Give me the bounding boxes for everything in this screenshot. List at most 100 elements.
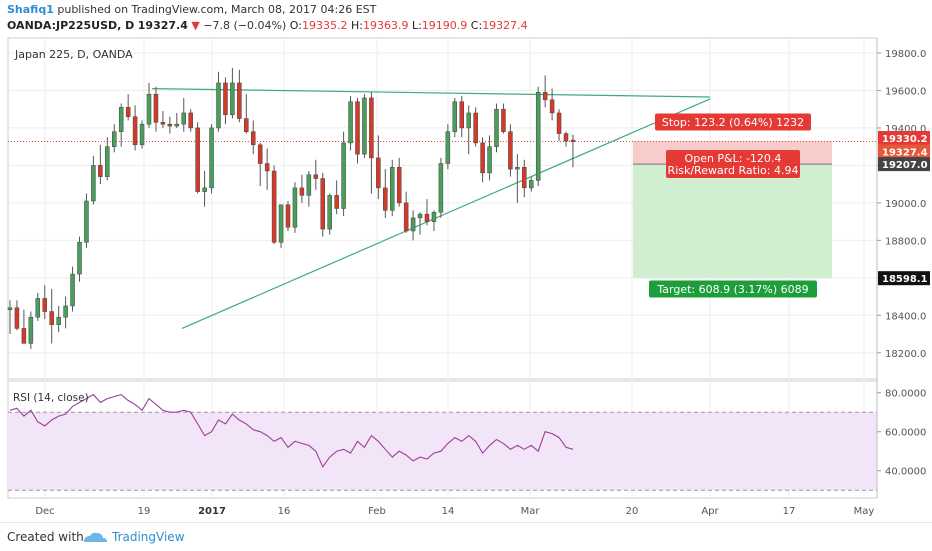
candle: [452, 97, 458, 138]
candle: [556, 109, 562, 142]
x-tick-label: Dec: [35, 506, 54, 517]
candle-body: [396, 167, 402, 204]
x-tick-label: 16: [278, 506, 291, 517]
rsi-legend: RSI (14, close): [13, 392, 89, 404]
candle: [70, 266, 75, 312]
candle-body: [515, 167, 520, 170]
tradingview-brand[interactable]: TradingView: [112, 530, 185, 544]
candle-body: [438, 163, 444, 213]
x-tick-label: Feb: [368, 506, 386, 517]
rsi-line: [9, 393, 574, 468]
rsi-y-tick-label: 80.0000: [885, 389, 926, 400]
candle: [77, 236, 82, 282]
rsi-y-tick-label: 40.0000: [885, 467, 926, 478]
high-value: 19363.9: [362, 19, 409, 32]
candle-body: [424, 213, 430, 222]
candle: [63, 296, 68, 329]
y-tick-label: 19400.0: [885, 124, 926, 135]
candle: [466, 105, 471, 155]
candle-body: [251, 131, 256, 146]
target-label: Target: 608.9 (3.17%) 6089: [649, 280, 817, 298]
stop-price-tag: 19330.2: [878, 131, 930, 146]
candle: [257, 142, 263, 187]
candle: [362, 94, 367, 158]
candle: [438, 157, 444, 218]
x-tick-label: 17: [783, 506, 796, 517]
candle-body: [98, 165, 103, 177]
candle-body: [292, 187, 298, 228]
tradingview-logo-icon: [84, 532, 107, 542]
candle: [424, 199, 430, 226]
candle: [105, 137, 110, 181]
candle-body: [77, 241, 82, 275]
candle: [535, 86, 541, 187]
candle-body: [522, 167, 527, 189]
candle-body: [390, 167, 395, 211]
candle: [209, 124, 214, 194]
low-label: L:: [411, 19, 422, 32]
candle-body: [320, 178, 325, 230]
chart-header: Shafiq1 published on TradingView.com, Ma…: [0, 0, 932, 38]
candle: [396, 157, 402, 207]
down-arrow-icon: ▼: [191, 19, 200, 32]
rsi-band-fill: [8, 412, 877, 491]
y-tick-label: 19600.0: [885, 86, 926, 97]
candle: [14, 300, 20, 331]
candle-body: [91, 165, 96, 202]
candle: [264, 148, 270, 190]
candle-body: [452, 101, 458, 132]
candle-body: [334, 195, 339, 209]
candle: [390, 159, 395, 216]
candle: [508, 124, 513, 177]
candle-body: [132, 116, 138, 146]
candle-body: [487, 146, 492, 174]
candle-body: [285, 204, 291, 228]
candle: [348, 96, 353, 151]
candle-body: [167, 123, 173, 127]
candle-body: [556, 112, 562, 134]
candle: [341, 131, 346, 216]
chart-canvas[interactable]: Dec 19 2017 16 Feb 14 Mar 20 Apr 17 May 19800.0 1960…: [0, 0, 932, 522]
candle: [355, 97, 360, 164]
candle: [501, 103, 506, 134]
candle: [84, 193, 89, 248]
candle: [139, 120, 145, 149]
candle: [202, 171, 207, 207]
candle: [7, 300, 13, 335]
candle-body: [271, 170, 277, 243]
candle-body: [63, 305, 68, 318]
candle: [21, 309, 27, 344]
candle: [216, 71, 221, 132]
candle: [132, 105, 138, 151]
stop-label-text: Stop: 123.2 (0.64%) 1232: [662, 116, 804, 129]
candle-body: [341, 142, 346, 209]
candle-body: [508, 131, 513, 170]
candle-body: [244, 118, 249, 132]
author-name[interactable]: Shafiq1: [7, 3, 54, 16]
candle-body: [14, 307, 20, 329]
candle: [570, 134, 576, 168]
x-tick-label: 2017: [198, 506, 226, 517]
candle: [125, 94, 131, 121]
candle-body: [376, 157, 381, 189]
candle-body: [70, 273, 75, 307]
candle-body: [473, 112, 478, 144]
candle: [369, 92, 374, 194]
candle: [285, 201, 291, 231]
ohlc-readout: OANDA:JP225USD, D 19327.4 ▼ −7.8 (−0.04%…: [7, 19, 528, 32]
candle-body: [7, 307, 13, 310]
open-label: O:: [289, 19, 302, 32]
target-price-tag: 18598.1: [878, 271, 930, 286]
candle-body: [84, 200, 89, 243]
candle: [28, 311, 34, 350]
candle-body: [160, 122, 166, 125]
candle-body: [480, 142, 485, 174]
candle-body: [417, 213, 423, 219]
candle-body: [28, 316, 34, 344]
open-value: 19335.2: [301, 19, 348, 32]
candle: [271, 165, 277, 245]
candle-body: [35, 298, 41, 318]
candle: [223, 77, 228, 125]
candle: [251, 120, 256, 155]
candle: [299, 174, 305, 203]
